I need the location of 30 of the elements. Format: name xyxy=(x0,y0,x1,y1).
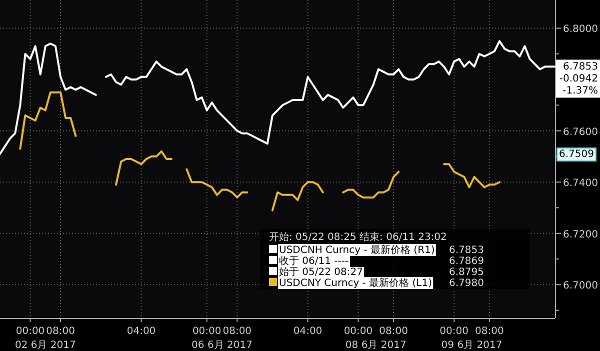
y-tick-label: 6.7600 xyxy=(563,126,598,138)
x-tick-label: 00:00 xyxy=(16,326,45,337)
text: 6.7509 xyxy=(559,149,594,160)
x-tick-label: 00:00 xyxy=(344,326,373,337)
annotation: 6.7853 xyxy=(449,245,484,256)
x-tick-label: 00:00 xyxy=(440,326,469,337)
y-tick-label: 6.7000 xyxy=(563,280,598,292)
annotation: 6.8795 xyxy=(449,267,484,278)
legend-label: USDCNY Curncy - 最新价格 (L1) xyxy=(279,277,432,289)
text: 02 6月 2017 xyxy=(14,340,76,351)
annotation: 6.7980 xyxy=(449,278,484,289)
x-tick-label: 08:00 xyxy=(474,326,504,337)
x-tick-label: 08:00 xyxy=(46,326,75,337)
text: 6.7853 -0.0942 -1.37% xyxy=(559,62,598,97)
x-tick-label: 08:00 xyxy=(379,326,408,337)
text: 08 6月 2017 xyxy=(345,340,406,351)
y-tick-label: 6.8000 xyxy=(563,24,598,36)
x-tick-label: 04:00 xyxy=(293,326,322,337)
x-tick-label: 04:00 xyxy=(126,326,156,337)
annotation: 6.7869 xyxy=(449,256,484,267)
y-tick-label: 6.7200 xyxy=(563,229,598,240)
text: 09 6月 2017 xyxy=(441,340,502,351)
legend-label: USDCNH Curncy - 最新价格 (R1) xyxy=(279,244,435,256)
x-tick-label: 00:00 xyxy=(192,326,222,337)
y-tick-label: 6.7400 xyxy=(563,178,598,190)
text: 06 6月 2017 xyxy=(192,340,252,351)
annotation: 始于 05/22 08:27 xyxy=(279,267,363,278)
annotation: 收于 06/11 ---- xyxy=(279,256,349,267)
legend-title: 开始: 05/22 08:25 结束: 06/11 23:02 xyxy=(269,231,447,243)
x-tick-label: 08:00 xyxy=(222,326,252,337)
